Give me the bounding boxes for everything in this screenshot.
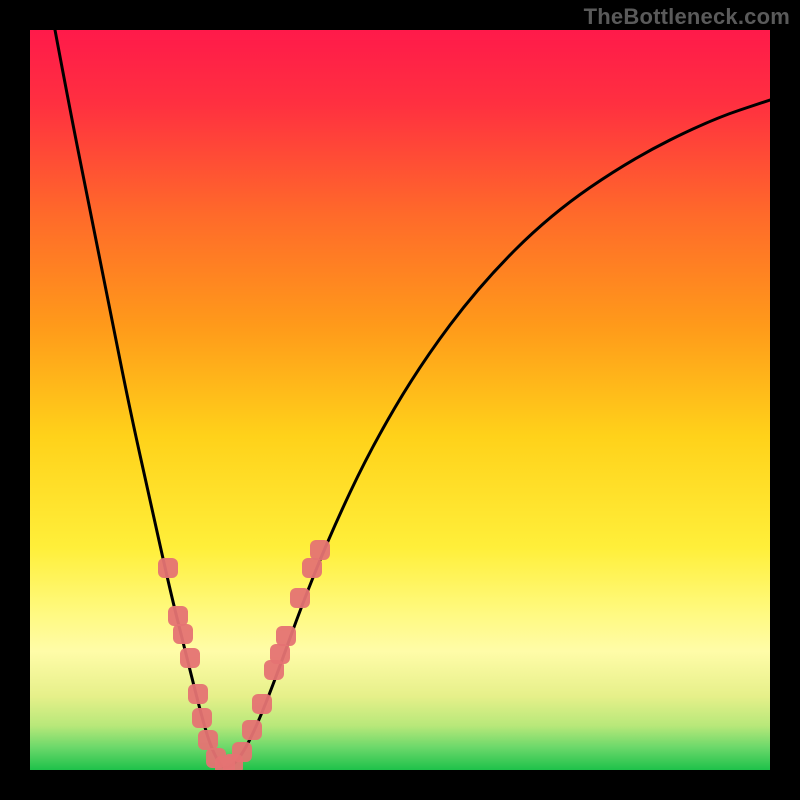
chart-svg (30, 30, 770, 770)
data-marker (158, 558, 178, 578)
data-marker (290, 588, 310, 608)
data-marker (270, 644, 290, 664)
watermark-text: TheBottleneck.com (584, 4, 790, 30)
plot-area (30, 30, 770, 770)
data-marker (242, 720, 262, 740)
data-marker (173, 624, 193, 644)
data-marker (232, 742, 252, 762)
chart-frame: TheBottleneck.com (0, 0, 800, 800)
data-marker (180, 648, 200, 668)
data-marker (310, 540, 330, 560)
data-marker (198, 730, 218, 750)
data-marker (168, 606, 188, 626)
data-marker (188, 684, 208, 704)
data-marker (252, 694, 272, 714)
data-marker (276, 626, 296, 646)
data-marker (302, 558, 322, 578)
data-marker (192, 708, 212, 728)
